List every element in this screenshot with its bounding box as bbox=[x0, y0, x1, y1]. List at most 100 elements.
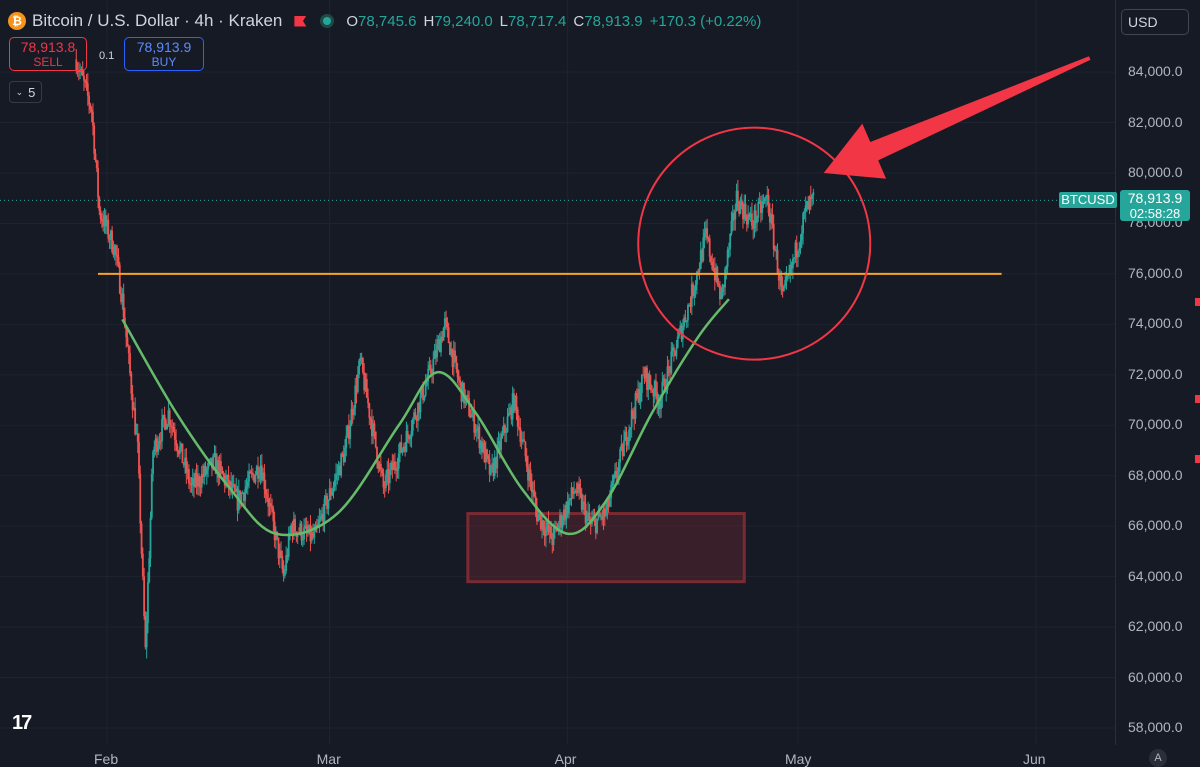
candle-body bbox=[667, 366, 670, 368]
candle-body bbox=[617, 462, 620, 475]
candle-body bbox=[527, 466, 529, 481]
candle-body bbox=[259, 465, 262, 476]
candle-body bbox=[729, 233, 732, 249]
candle-body bbox=[767, 195, 770, 213]
candle-body bbox=[565, 502, 568, 520]
candle-body bbox=[130, 373, 133, 394]
candle-body bbox=[681, 326, 684, 340]
candle-body bbox=[77, 70, 80, 72]
candle-body bbox=[213, 452, 216, 456]
candle-body bbox=[799, 240, 802, 249]
candle-body bbox=[326, 495, 328, 509]
high-value: 79,240.0 bbox=[434, 12, 493, 30]
candle-body bbox=[379, 463, 382, 470]
candle-body bbox=[230, 481, 233, 491]
candle-body bbox=[227, 474, 230, 489]
candle-body bbox=[482, 442, 485, 453]
candle-body bbox=[341, 453, 344, 455]
candle-body bbox=[758, 201, 761, 203]
tradingview-logo[interactable]: 17 bbox=[12, 712, 32, 734]
candle-body bbox=[766, 195, 769, 197]
candle-body bbox=[92, 111, 94, 126]
candle-body bbox=[727, 248, 730, 250]
candle-body bbox=[100, 218, 103, 221]
candle-body bbox=[409, 437, 412, 440]
candle-body bbox=[521, 439, 524, 441]
price-tick-label: 72,000.0 bbox=[1128, 365, 1183, 382]
price-tick-label: 76,000.0 bbox=[1128, 264, 1183, 281]
currency-selector[interactable]: USD bbox=[1121, 9, 1189, 35]
price-tick-label: 60,000.0 bbox=[1128, 668, 1183, 685]
candle-body bbox=[676, 336, 679, 348]
candle-body bbox=[754, 210, 757, 224]
candle-body bbox=[170, 425, 172, 427]
candle-body bbox=[601, 516, 604, 520]
candle-body bbox=[427, 368, 430, 382]
candle-body bbox=[594, 518, 597, 533]
candle-body bbox=[806, 201, 808, 206]
candle-body bbox=[781, 286, 784, 291]
candle-body bbox=[171, 426, 174, 428]
flag-icon[interactable] bbox=[294, 15, 307, 27]
candle-body bbox=[492, 463, 495, 477]
candle-body bbox=[126, 337, 129, 347]
candle-body bbox=[483, 442, 486, 463]
candle-body bbox=[495, 457, 497, 469]
candle-body bbox=[749, 213, 752, 217]
candle-body bbox=[566, 502, 569, 514]
candle-body bbox=[231, 484, 234, 491]
candle-body bbox=[759, 201, 762, 213]
candle-body bbox=[286, 555, 289, 557]
candle-body bbox=[812, 192, 815, 196]
candle-body bbox=[116, 254, 119, 257]
indicators-toggle[interactable]: ⌄ 5 bbox=[9, 81, 42, 103]
symbol-title[interactable]: Bitcoin / U.S. Dollar · 4h · Kraken bbox=[32, 11, 283, 30]
candle-body bbox=[459, 380, 462, 383]
candle-body bbox=[516, 409, 519, 427]
price-tick-label: 62,000.0 bbox=[1128, 618, 1183, 635]
candle-body bbox=[479, 441, 482, 449]
candle-body bbox=[442, 327, 445, 341]
candle-body bbox=[264, 489, 267, 495]
market-status-icon[interactable] bbox=[320, 14, 335, 28]
last-price-tag: 78,913.9 02:58:28 bbox=[1120, 190, 1190, 221]
candle-body bbox=[679, 325, 682, 331]
candle-body bbox=[332, 486, 335, 492]
candle-body bbox=[309, 524, 312, 542]
candle-body bbox=[800, 233, 803, 241]
candle-body bbox=[157, 444, 160, 452]
candle-body bbox=[429, 364, 432, 374]
candle-body bbox=[376, 447, 378, 463]
buy-button[interactable]: 78,913.9 BUY bbox=[124, 37, 204, 71]
candle-body bbox=[121, 293, 124, 303]
candle-body bbox=[603, 508, 606, 516]
candle-body bbox=[702, 237, 705, 261]
candle-body bbox=[111, 230, 114, 252]
price-tick-label: 64,000.0 bbox=[1128, 567, 1183, 584]
candle-body bbox=[633, 415, 636, 419]
candle-body bbox=[388, 469, 391, 484]
auto-scale-button[interactable]: A bbox=[1149, 749, 1167, 767]
candle-body bbox=[143, 576, 146, 616]
candle-body bbox=[542, 520, 545, 531]
candle-body bbox=[802, 213, 805, 234]
candle-body bbox=[550, 526, 552, 539]
open-value: 78,745.6 bbox=[358, 12, 417, 30]
candle-body bbox=[501, 433, 504, 437]
sell-button[interactable]: 78,913.8 SELL bbox=[9, 37, 87, 71]
candle-body bbox=[598, 511, 601, 517]
candle-body bbox=[214, 452, 217, 474]
candle-body bbox=[463, 382, 465, 404]
candle-body bbox=[688, 304, 691, 306]
candle-body bbox=[362, 358, 364, 373]
candle-body bbox=[433, 350, 436, 359]
candle-body bbox=[355, 385, 358, 393]
candle-body bbox=[177, 450, 180, 454]
candle-body bbox=[451, 348, 454, 368]
candle-body bbox=[794, 242, 797, 258]
candle-body bbox=[239, 490, 241, 504]
candle-body bbox=[95, 160, 98, 168]
candle-body bbox=[757, 202, 760, 218]
candle-body bbox=[475, 429, 478, 431]
